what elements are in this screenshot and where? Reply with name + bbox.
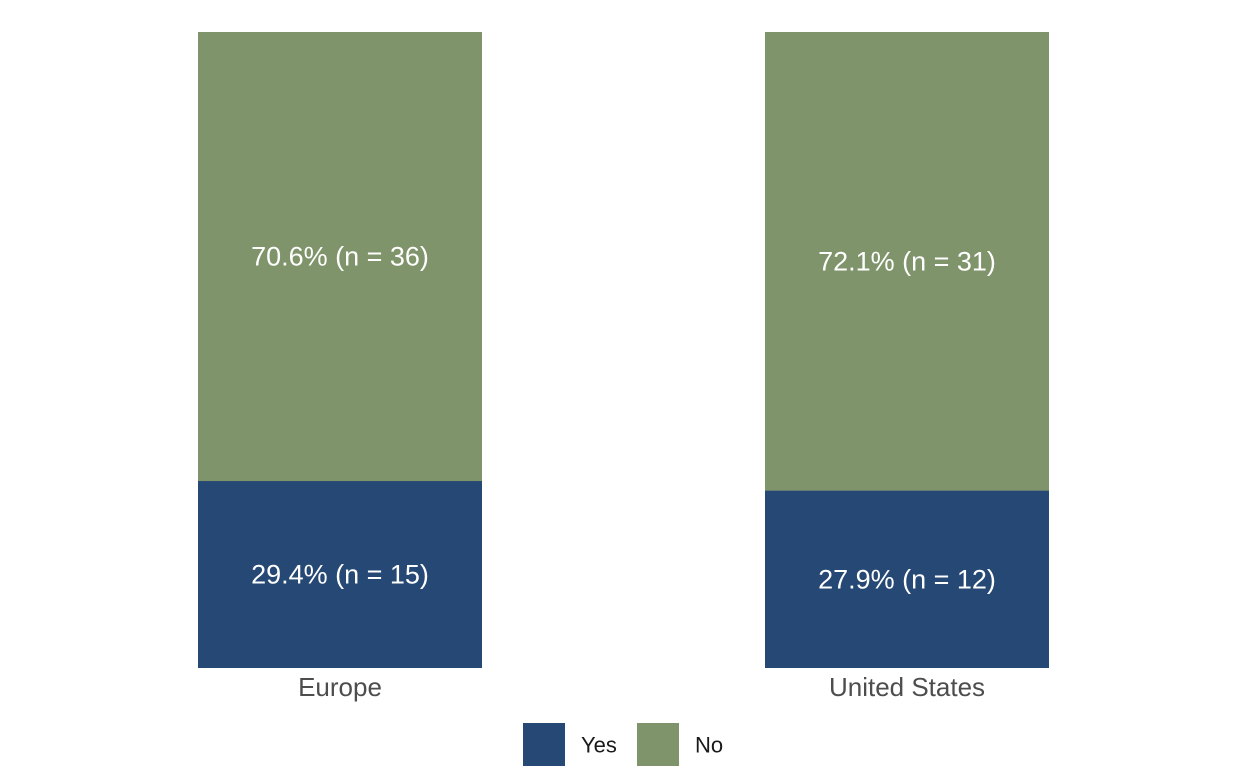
data-label-europe-yes: 29.4% (n = 15) xyxy=(251,560,429,590)
data-label-europe-no: 70.6% (n = 36) xyxy=(251,242,429,272)
legend-item-no: No xyxy=(637,723,723,766)
legend-item-yes: Yes xyxy=(523,723,617,766)
x-tick-label-europe: Europe xyxy=(298,672,382,702)
bar-labels-layer: 29.4% (n = 15) 70.6% (n = 36) 27.9% (n = 1… xyxy=(251,242,996,595)
legend-swatch-yes xyxy=(523,723,565,766)
data-label-united-states-no: 72.1% (n = 31) xyxy=(818,246,996,276)
legend: Yes No xyxy=(523,723,723,766)
bar-united-states-yes xyxy=(765,490,1049,668)
bars-layer xyxy=(198,32,1049,668)
x-axis-tick-labels: Europe United States xyxy=(298,672,985,702)
bar-europe-no xyxy=(198,32,482,482)
data-label-united-states-yes: 27.9% (n = 12) xyxy=(818,564,996,594)
x-tick-label-united-states: United States xyxy=(829,672,985,702)
bar-europe-yes xyxy=(198,481,482,668)
legend-label-yes: Yes xyxy=(581,733,617,758)
legend-label-no: No xyxy=(695,733,723,758)
legend-swatch-no xyxy=(637,723,679,766)
bar-united-states-no xyxy=(765,32,1049,491)
